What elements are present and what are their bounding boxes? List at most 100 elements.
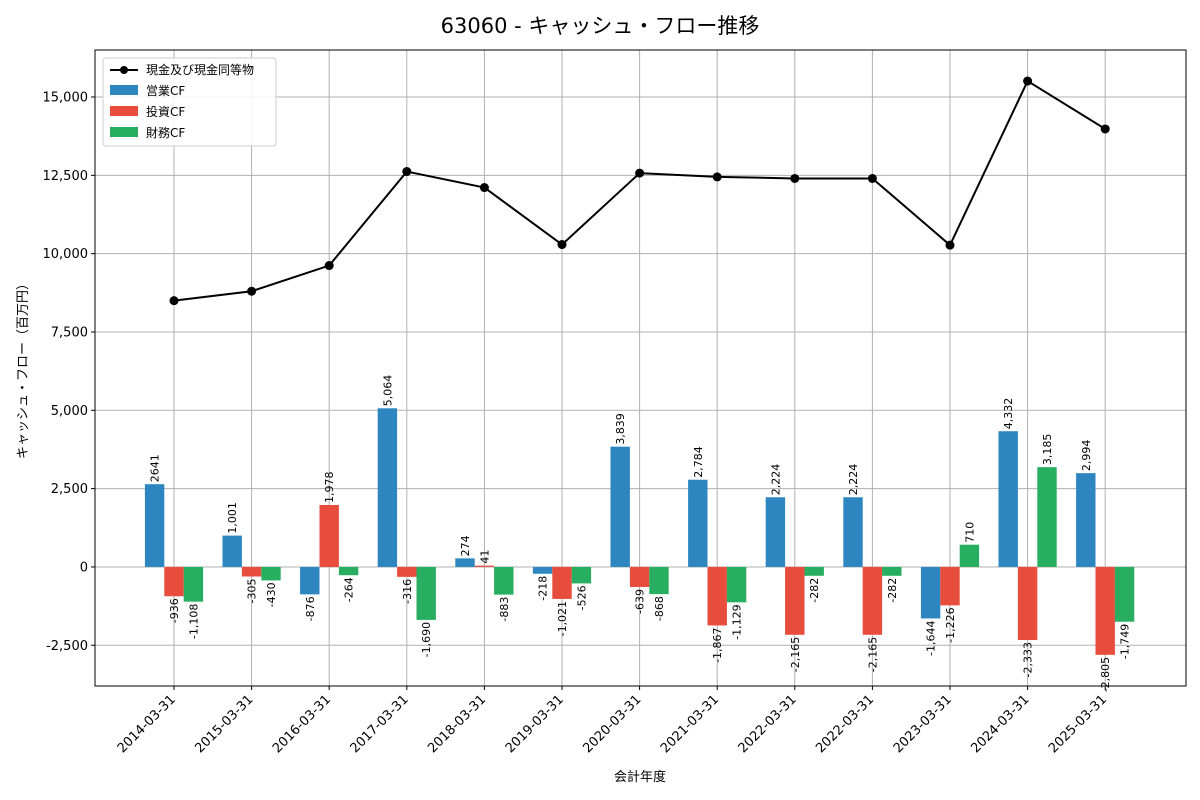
y-tick-label: 10,000 — [43, 247, 89, 262]
bar-value-label: 2,784 — [692, 446, 705, 478]
bar — [785, 566, 805, 635]
bar — [940, 566, 960, 606]
bar-value-label: 5,064 — [381, 375, 394, 407]
bar-value-label: 2,224 — [769, 464, 782, 496]
bar-value-label: 3,839 — [614, 413, 627, 445]
bar — [862, 566, 883, 635]
bar-value-label: -1,867 — [711, 627, 724, 662]
bar-value-label: -1,021 — [556, 601, 569, 636]
bar — [164, 566, 184, 597]
y-tick-label: 2,500 — [51, 482, 88, 497]
bar-value-label: 4,332 — [1002, 398, 1015, 429]
bar-value-label: 2,224 — [847, 464, 860, 496]
bar — [920, 566, 941, 619]
x-tick-label: 2024-03-31 — [968, 692, 1032, 756]
bar-value-label: -2,805 — [1099, 657, 1112, 692]
y-tick-label: 0 — [80, 560, 88, 575]
bar-value-label: 2641 — [149, 454, 162, 482]
cash-point — [712, 172, 722, 182]
bar — [726, 566, 747, 603]
bar — [882, 566, 902, 576]
cash-point — [1023, 76, 1033, 86]
bar-value-label: -883 — [498, 597, 511, 622]
y-axis-label: キャッシュ・フロー（百万円） — [16, 277, 31, 459]
bar — [1095, 566, 1115, 655]
bar — [144, 484, 165, 567]
bar-value-label: 1,001 — [226, 502, 239, 534]
bar — [241, 566, 262, 577]
bar — [610, 446, 630, 567]
legend-swatch-financing — [110, 127, 138, 137]
cash-point — [790, 173, 800, 183]
y-tick-label: 5,000 — [51, 404, 88, 419]
bar — [183, 566, 204, 602]
bar-value-label: -282 — [886, 578, 899, 603]
bar-value-label: -1,749 — [1119, 624, 1132, 659]
cash-point — [402, 167, 412, 177]
x-tick-label: 2023-03-31 — [891, 692, 955, 756]
cash-point — [635, 168, 645, 178]
bar — [474, 565, 495, 567]
bar-value-label: 1,978 — [323, 471, 336, 503]
x-tick-label: 2016-03-31 — [270, 692, 334, 756]
legend-box — [102, 57, 277, 147]
cash-point — [945, 240, 955, 250]
bar-value-label: -1,108 — [187, 604, 200, 639]
bar — [1114, 566, 1135, 622]
bar-value-label: -2,333 — [1022, 642, 1035, 677]
cash-point — [557, 240, 567, 250]
bar-value-label: -1,226 — [944, 607, 957, 642]
bar-value-label: -218 — [537, 576, 550, 601]
bar — [532, 566, 553, 574]
bar-value-label: 3,185 — [1041, 434, 1054, 466]
bar-value-label: -305 — [246, 579, 259, 604]
bar — [261, 566, 281, 581]
bar — [804, 566, 824, 576]
y-tick-label: 7,500 — [51, 325, 88, 340]
bar-value-label: -2,165 — [866, 637, 879, 672]
bar — [416, 566, 436, 620]
legend-label-financing: 財務CF — [146, 125, 185, 140]
bar — [765, 497, 786, 567]
cash-point — [247, 286, 257, 296]
x-tick-label: 2022-03-31 — [736, 692, 800, 756]
cash-point — [169, 296, 179, 306]
legend-label-investing: 投資CF — [146, 104, 185, 119]
x-tick-label: 2015-03-31 — [192, 692, 256, 756]
bar-value-label: -316 — [401, 579, 414, 604]
bar-value-label: -264 — [343, 577, 356, 602]
legend-label-operating: 営業CF — [146, 84, 185, 98]
bar — [300, 566, 320, 595]
y-tick-label: -2,500 — [46, 639, 88, 654]
bar-value-label: 41 — [478, 550, 491, 564]
bar — [552, 566, 572, 599]
x-axis-label: 会計年度 — [614, 769, 666, 785]
bar-value-label: -1,644 — [925, 620, 938, 655]
x-tick-label: 2017-03-31 — [348, 692, 412, 756]
y-tick-label: 15,000 — [43, 90, 89, 105]
legend-label-cash: 現金及び現金同等物 — [146, 62, 254, 77]
legend-swatch-operating — [110, 85, 138, 95]
bar — [494, 566, 514, 595]
x-tick-label: 2019-03-31 — [503, 692, 567, 756]
bar — [397, 566, 417, 577]
bar — [1017, 566, 1038, 641]
bar-value-label: -639 — [634, 589, 647, 614]
bar-value-label: -936 — [168, 598, 181, 623]
bar — [998, 431, 1018, 567]
bar-value-label: -430 — [265, 582, 278, 607]
bar — [688, 479, 708, 567]
bar — [1037, 467, 1057, 567]
bar-value-label: -1,690 — [420, 622, 433, 657]
bar — [222, 535, 242, 567]
bars — [144, 408, 1135, 655]
bar-value-label: -526 — [575, 585, 588, 610]
cash-point — [867, 173, 877, 183]
bar-value-label: -868 — [653, 596, 666, 621]
cash-point — [1100, 124, 1110, 134]
bar-value-label: -282 — [808, 578, 821, 603]
cash-point — [324, 261, 334, 271]
bar — [319, 504, 339, 567]
bar-value-label: 710 — [963, 522, 976, 543]
